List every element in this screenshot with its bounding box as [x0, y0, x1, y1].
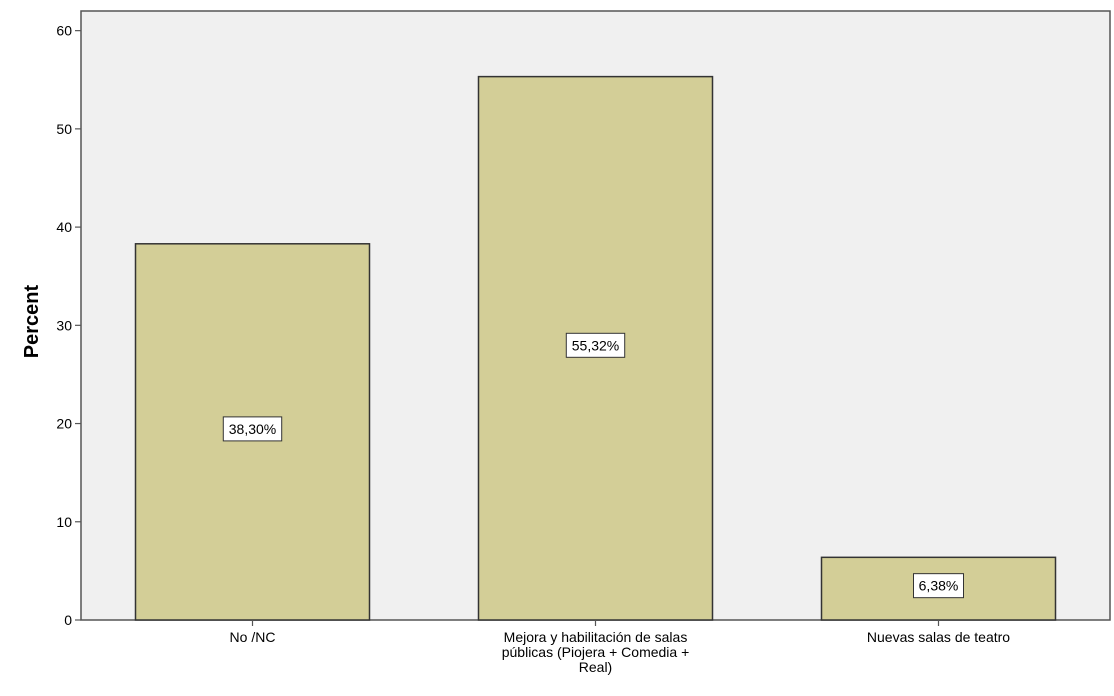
y-tick-label: 0 — [64, 612, 72, 628]
data-label-box — [222, 416, 283, 442]
x-tick-label: Mejora y habilitación de salas públicas (… — [502, 629, 690, 675]
y-tick-label: 60 — [56, 23, 72, 39]
y-tick-label: 50 — [56, 121, 72, 137]
x-tick-label-line: Nuevas salas de teatro — [867, 629, 1010, 645]
data-label-text: 38,30% — [229, 421, 276, 437]
data-label-text: 55,32% — [572, 337, 619, 353]
data-label: 55,32% — [565, 332, 626, 358]
data-labels-group: 38,30% 55,32% 6,38% — [222, 332, 964, 599]
data-label-text: 6,38% — [919, 578, 959, 594]
x-tick-label-line: públicas (Piojera + Comedia + — [502, 644, 690, 660]
x-tick-label-line: Real) — [579, 659, 612, 675]
y-tick-label: 20 — [56, 416, 72, 432]
y-axis: 0 10 20 30 40 50 60 — [56, 23, 81, 628]
x-axis: No /NC Mejora y habilitación de salas públ… — [230, 620, 1010, 675]
x-tick-label-line: No /NC — [230, 629, 276, 645]
y-tick-label: 40 — [56, 219, 72, 235]
data-label: 6,38% — [913, 573, 964, 599]
x-tick-label: Nuevas salas de teatro — [867, 629, 1010, 645]
data-label: 38,30% — [222, 416, 283, 442]
data-label-box — [913, 573, 964, 599]
data-label-box — [565, 332, 626, 358]
y-tick-label: 30 — [56, 317, 72, 333]
x-tick-label: No /NC — [230, 629, 276, 645]
y-axis-title: Percent — [21, 284, 43, 358]
x-tick-label-line: Mejora y habilitación de salas — [504, 629, 688, 645]
y-tick-label: 10 — [56, 514, 72, 530]
